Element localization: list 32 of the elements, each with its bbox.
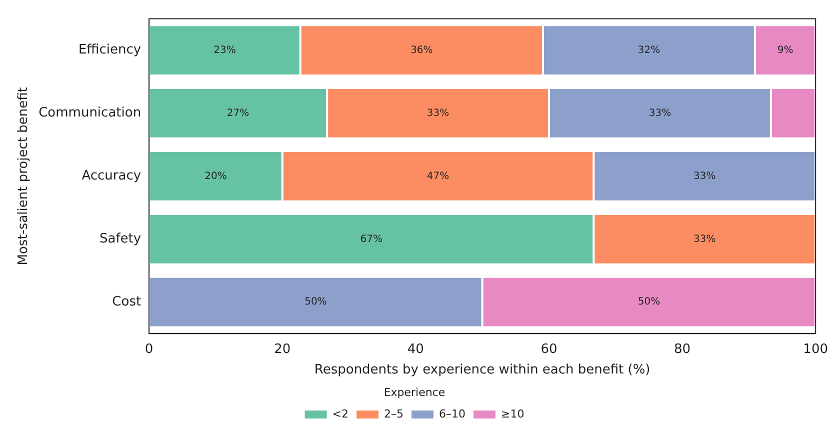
legend-label: 6–10 [439, 407, 466, 420]
legend-label: 2–5 [384, 407, 404, 420]
y-tick-label: Safety [99, 232, 142, 247]
x-tick-label: 100 [803, 342, 828, 357]
legend-title: Experience [384, 386, 446, 400]
legend-label: <2 [332, 407, 349, 420]
data-label: 50% [638, 296, 660, 308]
x-tick-label: 0 [144, 342, 154, 357]
x-tick-label: 60 [540, 342, 558, 357]
y-axis-title: Most-salient project benefit [16, 87, 32, 266]
y-tick-label: Accuracy [82, 168, 142, 184]
data-label: 20% [204, 170, 227, 182]
x-tick-label: 80 [674, 342, 691, 357]
data-label: 50% [304, 296, 327, 308]
data-label: 27% [226, 108, 250, 119]
y-tick-label: Efficiency [78, 42, 142, 58]
data-label: 33% [648, 108, 672, 119]
data-label: 36% [410, 44, 433, 56]
x-tick-label: 40 [407, 342, 424, 357]
data-label: 47% [426, 170, 450, 182]
x-tick-label: 20 [274, 342, 291, 357]
data-label: 32% [638, 44, 660, 56]
data-label: 9% [777, 44, 794, 56]
x-axis-title: Respondents by experience within each benefit (%) [314, 362, 650, 378]
data-label: 33% [426, 108, 450, 119]
data-label: 33% [694, 170, 716, 182]
data-label: 23% [214, 44, 236, 56]
data-label: 67% [360, 234, 382, 245]
y-tick-label: Communication [38, 106, 142, 121]
y-tick-label: Cost [112, 294, 142, 310]
legend-label: ≥10 [500, 407, 524, 420]
data-label: 33% [694, 234, 716, 245]
